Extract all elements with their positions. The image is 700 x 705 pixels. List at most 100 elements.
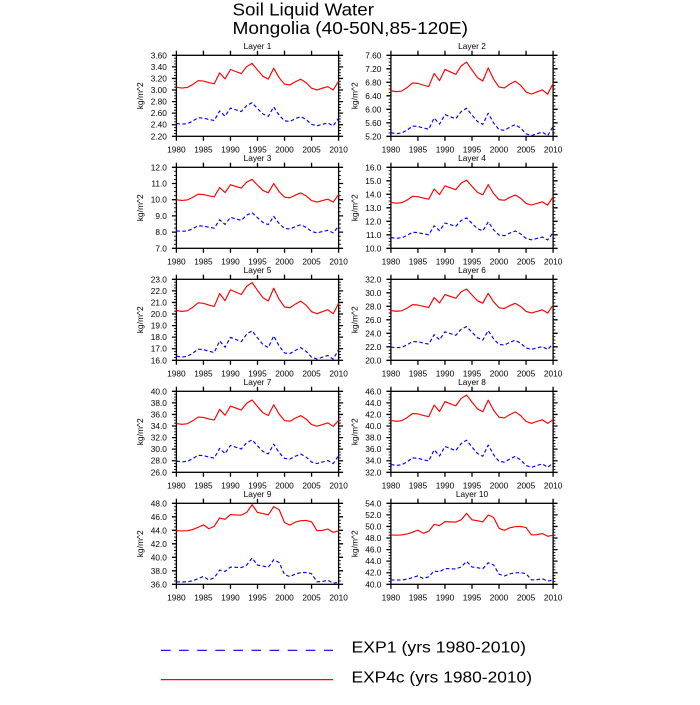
svg-text:1995: 1995 bbox=[248, 592, 267, 602]
svg-text:1985: 1985 bbox=[409, 480, 428, 490]
svg-text:2000: 2000 bbox=[490, 480, 509, 490]
svg-text:2000: 2000 bbox=[490, 144, 509, 154]
svg-text:2010: 2010 bbox=[544, 368, 563, 378]
svg-text:1980: 1980 bbox=[167, 480, 186, 490]
svg-text:1995: 1995 bbox=[248, 256, 267, 266]
svg-text:2005: 2005 bbox=[517, 256, 536, 266]
svg-text:40.0: 40.0 bbox=[365, 421, 382, 431]
svg-text:3.60: 3.60 bbox=[151, 50, 168, 60]
svg-text:1995: 1995 bbox=[248, 480, 267, 490]
svg-text:2010: 2010 bbox=[329, 480, 348, 490]
svg-text:1985: 1985 bbox=[194, 256, 213, 266]
svg-text:12.0: 12.0 bbox=[151, 162, 168, 172]
svg-text:EXP4c (yrs 1980-2010): EXP4c (yrs 1980-2010) bbox=[352, 670, 533, 687]
svg-text:40.0: 40.0 bbox=[151, 386, 168, 396]
svg-text:23.0: 23.0 bbox=[151, 274, 168, 284]
svg-text:2000: 2000 bbox=[275, 256, 294, 266]
svg-text:10.0: 10.0 bbox=[365, 243, 382, 253]
svg-text:kg/m^2: kg/m^2 bbox=[350, 530, 360, 557]
svg-text:42.0: 42.0 bbox=[365, 568, 382, 578]
svg-text:32.0: 32.0 bbox=[365, 467, 382, 477]
svg-text:50.0: 50.0 bbox=[365, 521, 382, 531]
svg-text:40.0: 40.0 bbox=[151, 552, 168, 562]
svg-text:kg/m^2: kg/m^2 bbox=[135, 530, 145, 557]
svg-text:34.0: 34.0 bbox=[365, 456, 382, 466]
svg-text:2010: 2010 bbox=[544, 256, 563, 266]
svg-text:6.00: 6.00 bbox=[365, 104, 382, 114]
svg-text:1980: 1980 bbox=[167, 144, 186, 154]
svg-text:kg/m^2: kg/m^2 bbox=[350, 306, 360, 333]
svg-text:2000: 2000 bbox=[275, 480, 294, 490]
svg-text:2005: 2005 bbox=[302, 368, 321, 378]
svg-text:20.0: 20.0 bbox=[365, 355, 382, 365]
svg-text:2005: 2005 bbox=[302, 480, 321, 490]
svg-text:Layer 4: Layer 4 bbox=[458, 153, 486, 163]
svg-text:48.0: 48.0 bbox=[151, 498, 168, 508]
svg-text:38.0: 38.0 bbox=[151, 566, 168, 576]
svg-text:1990: 1990 bbox=[436, 480, 455, 490]
svg-text:1990: 1990 bbox=[221, 368, 240, 378]
svg-text:11.0: 11.0 bbox=[366, 230, 382, 240]
svg-text:42.0: 42.0 bbox=[151, 539, 168, 549]
svg-text:22.0: 22.0 bbox=[365, 342, 382, 352]
svg-text:44.0: 44.0 bbox=[151, 525, 168, 535]
svg-text:11.0: 11.0 bbox=[151, 179, 167, 189]
svg-text:EXP1 (yrs 1980-2010): EXP1 (yrs 1980-2010) bbox=[352, 640, 527, 657]
svg-text:8.0: 8.0 bbox=[155, 227, 167, 237]
svg-text:1990: 1990 bbox=[221, 256, 240, 266]
svg-text:1985: 1985 bbox=[409, 592, 428, 602]
svg-text:2.40: 2.40 bbox=[151, 120, 168, 130]
svg-text:1995: 1995 bbox=[463, 256, 482, 266]
svg-text:34.0: 34.0 bbox=[151, 421, 168, 431]
svg-text:Layer 8: Layer 8 bbox=[458, 377, 486, 387]
svg-text:1985: 1985 bbox=[194, 592, 213, 602]
svg-text:38.0: 38.0 bbox=[365, 433, 382, 443]
svg-text:1995: 1995 bbox=[463, 592, 482, 602]
svg-text:30.0: 30.0 bbox=[365, 288, 382, 298]
svg-text:3.00: 3.00 bbox=[151, 85, 168, 95]
svg-text:1990: 1990 bbox=[436, 256, 455, 266]
svg-text:1995: 1995 bbox=[463, 480, 482, 490]
svg-text:17.0: 17.0 bbox=[151, 344, 168, 354]
svg-text:kg/m^2: kg/m^2 bbox=[350, 194, 360, 221]
svg-text:1980: 1980 bbox=[167, 256, 186, 266]
svg-text:1985: 1985 bbox=[194, 368, 213, 378]
svg-text:kg/m^2: kg/m^2 bbox=[135, 82, 145, 109]
svg-text:14.0: 14.0 bbox=[365, 189, 382, 199]
svg-text:1995: 1995 bbox=[248, 368, 267, 378]
svg-text:46.0: 46.0 bbox=[365, 545, 382, 555]
svg-text:2005: 2005 bbox=[517, 592, 536, 602]
svg-text:2005: 2005 bbox=[302, 144, 321, 154]
svg-text:20.0: 20.0 bbox=[151, 309, 168, 319]
svg-text:5.20: 5.20 bbox=[365, 131, 382, 141]
svg-text:44.0: 44.0 bbox=[365, 556, 382, 566]
svg-text:Layer 6: Layer 6 bbox=[458, 265, 486, 275]
svg-text:Layer 2: Layer 2 bbox=[458, 41, 486, 51]
svg-text:kg/m^2: kg/m^2 bbox=[135, 306, 145, 333]
svg-text:46.0: 46.0 bbox=[151, 512, 168, 522]
svg-text:Layer 9: Layer 9 bbox=[244, 489, 272, 499]
svg-text:24.0: 24.0 bbox=[365, 328, 382, 338]
svg-text:36.0: 36.0 bbox=[365, 444, 382, 454]
svg-text:Soil Liquid Water: Soil Liquid Water bbox=[233, 0, 375, 20]
svg-text:2010: 2010 bbox=[329, 592, 348, 602]
svg-text:2000: 2000 bbox=[490, 592, 509, 602]
svg-text:2005: 2005 bbox=[302, 256, 321, 266]
svg-text:48.0: 48.0 bbox=[365, 533, 382, 543]
svg-text:2010: 2010 bbox=[329, 144, 348, 154]
svg-text:2005: 2005 bbox=[302, 592, 321, 602]
svg-text:28.0: 28.0 bbox=[151, 456, 168, 466]
svg-text:2.20: 2.20 bbox=[151, 131, 168, 141]
svg-text:36.0: 36.0 bbox=[151, 409, 168, 419]
svg-text:1985: 1985 bbox=[409, 256, 428, 266]
svg-text:1985: 1985 bbox=[409, 144, 428, 154]
svg-text:Mongolia (40-50N,85-120E): Mongolia (40-50N,85-120E) bbox=[233, 18, 469, 38]
svg-text:32.0: 32.0 bbox=[365, 274, 382, 284]
svg-text:5.60: 5.60 bbox=[365, 118, 382, 128]
svg-text:13.0: 13.0 bbox=[365, 203, 382, 213]
svg-text:44.0: 44.0 bbox=[365, 398, 382, 408]
svg-text:2005: 2005 bbox=[517, 144, 536, 154]
svg-text:2010: 2010 bbox=[329, 256, 348, 266]
svg-text:18.0: 18.0 bbox=[151, 332, 168, 342]
svg-text:2010: 2010 bbox=[329, 368, 348, 378]
